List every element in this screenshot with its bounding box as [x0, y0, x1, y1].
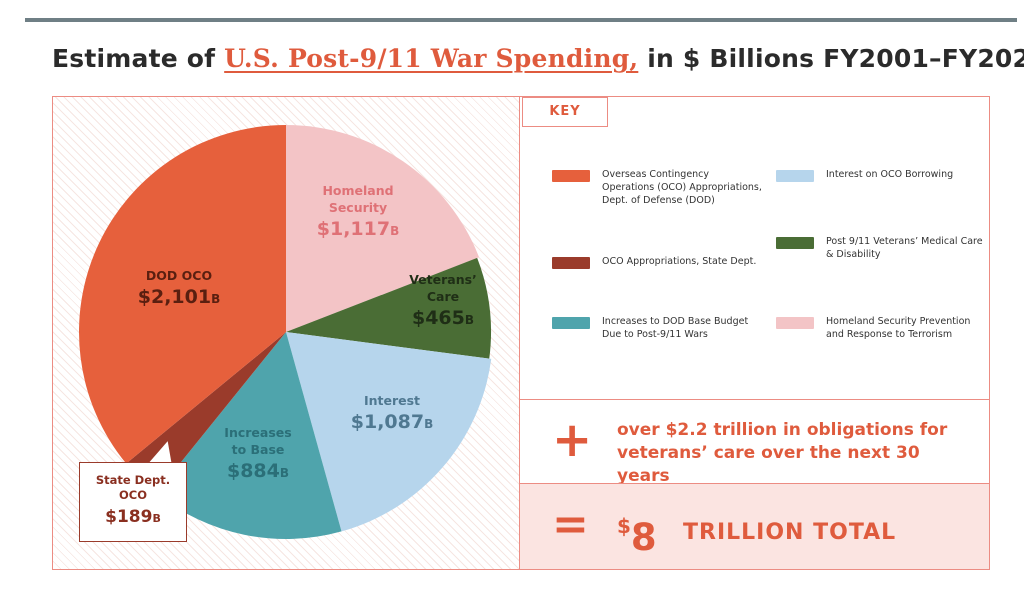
key-swatch	[552, 257, 590, 269]
state-dept-label: State Dept. OCO	[95, 473, 171, 502]
pie-label-homeland: Homeland Security $1,117B	[317, 183, 399, 240]
key-label: Homeland Security Prevention and Respons…	[826, 316, 971, 340]
state-dept-value: $189B	[105, 507, 161, 527]
pie-label-base: Increases to Base $884B	[224, 425, 291, 482]
chart-frame	[52, 96, 990, 570]
state-dept-callout: State Dept. OCO $189B	[79, 462, 187, 542]
key-item-dod-oco: Overseas Contingency Operations (OCO) Ap…	[552, 168, 762, 207]
top-divider	[25, 18, 1017, 22]
title-suffix: in $ Billions FY2001–FY2022	[638, 44, 1024, 73]
key-item-interest: Interest on OCO Borrowing	[776, 168, 986, 182]
total-top-rule	[520, 483, 989, 484]
key-label: Increases to DOD Base Budget Due to Post…	[602, 316, 749, 340]
pie-slice-veterans	[286, 257, 491, 359]
total-label: TRILLION TOTAL	[683, 520, 897, 545]
pie-slice-dod	[78, 124, 286, 464]
title-link[interactable]: U.S. Post-9/11 War Spending,	[224, 44, 639, 73]
pie-label-interest: Interest $1,087B	[351, 393, 433, 433]
equals-icon: =	[552, 499, 589, 550]
title-prefix: Estimate of	[52, 44, 225, 73]
pie-slice-homeland	[286, 125, 480, 332]
plus-icon: +	[552, 412, 593, 468]
key-item-state-oco: OCO Appropriations, State Dept.	[552, 255, 762, 269]
panel-divider	[519, 97, 520, 569]
key-label: Interest on OCO Borrowing	[826, 169, 954, 180]
pie-label-dod: DOD OCO $2,101B	[138, 268, 220, 308]
pie-slice-interest	[286, 332, 492, 532]
total-amount: $8	[617, 506, 657, 558]
pie-label-veterans: Veterans’ Care $465B	[409, 272, 477, 329]
key-item-homeland: Homeland Security Prevention and Respons…	[776, 315, 986, 341]
total-currency: $	[617, 514, 631, 538]
key-item-base-budget: Increases to DOD Base Budget Due to Post…	[552, 315, 762, 341]
key-swatch	[552, 317, 590, 329]
key-swatch	[776, 237, 814, 249]
key-heading: KEY	[522, 97, 608, 127]
total-box	[520, 484, 989, 569]
key-label: Overseas Contingency Operations (OCO) Ap…	[602, 169, 762, 206]
obligations-text: over $2.2 trillion in obligations for ve…	[617, 420, 948, 486]
key-label: Post 9/11 Veterans’ Medical Care & Disab…	[826, 236, 983, 260]
chart-title: Estimate of U.S. Post-9/11 War Spending,…	[52, 44, 1024, 73]
key-item-veterans: Post 9/11 Veterans’ Medical Care & Disab…	[776, 235, 986, 261]
pie-slice-base	[155, 332, 342, 539]
key-label: OCO Appropriations, State Dept.	[602, 256, 757, 267]
key-swatch	[552, 170, 590, 182]
key-bottom-rule	[520, 399, 989, 400]
key-swatch	[776, 170, 814, 182]
key-swatch	[776, 317, 814, 329]
total-number: 8	[630, 516, 657, 559]
